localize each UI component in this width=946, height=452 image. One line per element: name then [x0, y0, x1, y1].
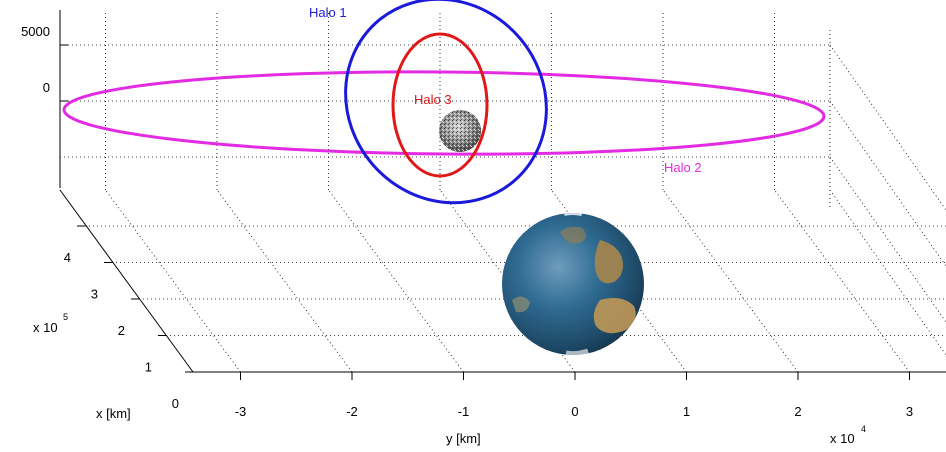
grid-lines	[60, 10, 946, 373]
y-tick-label-2: -1	[458, 404, 470, 419]
tick-marks: -3 -2 -1 0 1 2 3 0 1 2 3 4 5000 0	[21, 24, 913, 419]
y-axis-label: y [km]	[446, 431, 481, 446]
y-tick-label-6: 3	[906, 404, 913, 419]
z-tick-label-0: 5000	[21, 24, 50, 39]
x-axis-line	[59, 189, 194, 373]
halo-1-label: Halo 1	[309, 5, 347, 20]
y-axis-exponent-base: x 10	[830, 431, 855, 446]
grid-line-y-6	[774, 189, 910, 373]
z-tick-label-1: 0	[43, 80, 50, 95]
y-tick-label-0: -3	[235, 404, 247, 419]
earth-sphere	[502, 213, 644, 355]
x-tick-label-4: 4	[64, 250, 71, 265]
x-tick-label-2: 2	[118, 323, 125, 338]
grid-line-side-0	[829, 44, 946, 211]
x-tick-label-1: 1	[145, 360, 152, 375]
x-tick-label-0: 0	[172, 396, 179, 411]
x-axis-label: x [km]	[96, 406, 131, 421]
halo-3-label: Halo 3	[414, 92, 452, 107]
moon-sphere	[439, 110, 481, 152]
halo-2-orbit	[62, 70, 826, 156]
y-tick-label-4: 1	[683, 404, 690, 419]
grid-line-y-1	[216, 189, 353, 373]
grid-line-y-5	[662, 189, 799, 373]
x-axis-exponent-base: x 10	[33, 320, 58, 335]
grid-line-side-3	[829, 189, 946, 356]
y-axis-exponent-power: 4	[861, 424, 866, 434]
grid-line-side-2	[829, 156, 946, 323]
x-axis-exponent-power: 5	[63, 312, 68, 322]
grid-line-y-2	[328, 189, 464, 373]
grid-line-y-3	[439, 189, 576, 373]
grid-line-side-1	[829, 100, 946, 267]
axes	[59, 10, 946, 373]
x-tick-label-3: 3	[91, 287, 98, 302]
grid-line-y-0	[105, 189, 241, 373]
halo-2-label: Halo 2	[664, 160, 702, 175]
halo-3-orbit	[391, 32, 489, 178]
y-tick-label-3: 0	[571, 404, 578, 419]
halo-1-orbit	[344, 0, 548, 205]
y-tick-label-1: -2	[346, 404, 358, 419]
y-tick-label-5: 2	[794, 404, 801, 419]
